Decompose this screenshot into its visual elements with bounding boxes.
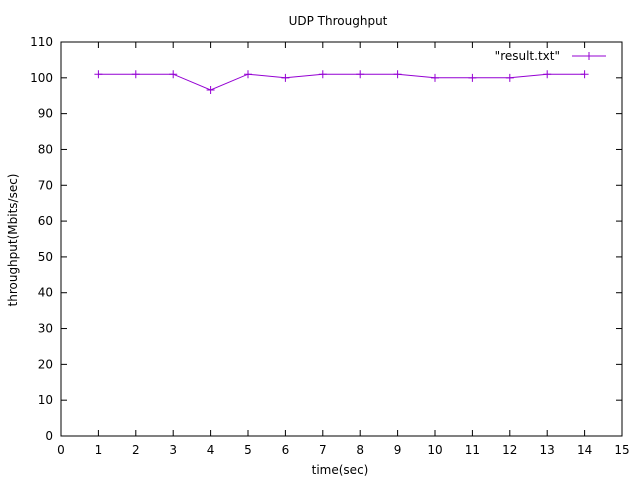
data-point — [94, 70, 103, 79]
x-tick-label: 4 — [207, 443, 215, 457]
x-axis-label: time(sec) — [312, 463, 369, 477]
y-tick-label: 60 — [38, 214, 53, 228]
data-point — [206, 85, 215, 94]
data-point — [169, 70, 178, 79]
data-point — [131, 70, 140, 79]
data-point — [393, 70, 402, 79]
data-point — [505, 73, 514, 82]
y-axis-label: throughput(Mbits/sec) — [6, 174, 20, 307]
x-tick-label: 5 — [244, 443, 252, 457]
series-line — [98, 73, 585, 91]
y-tick-label: 30 — [38, 322, 53, 336]
x-tick-label: 0 — [57, 443, 65, 457]
data-point — [244, 70, 252, 79]
x-tick-label: 12 — [502, 443, 517, 457]
data-point — [281, 73, 290, 82]
axes: 0 1 2 3 4 5 6 7 8 9 10 11 12 13 14 15010203040506070809… — [30, 35, 630, 457]
x-tick-label: 6 — [282, 443, 290, 457]
y-tick-label: 20 — [38, 357, 53, 371]
y-tick-label: 110 — [30, 35, 53, 49]
y-tick-label: 10 — [38, 393, 53, 407]
y-tick-label: 40 — [38, 286, 53, 300]
y-tick-label: 50 — [38, 250, 53, 264]
data-point — [468, 73, 477, 82]
data-point — [543, 70, 552, 79]
x-tick-label: 11 — [465, 443, 480, 457]
x-tick-label: 15 — [614, 443, 629, 457]
x-tick-label: 7 — [319, 443, 327, 457]
data-point — [580, 70, 589, 79]
y-tick-label: 90 — [38, 107, 53, 121]
x-tick-label: 3 — [169, 443, 177, 457]
legend: "result.txt" — [495, 49, 606, 63]
chart-title: UDP Throughput — [289, 14, 388, 28]
y-tick-label: 80 — [38, 142, 53, 156]
x-tick-label: 2 — [132, 443, 140, 457]
y-tick-label: 100 — [30, 71, 53, 85]
plot-frame — [60, 41, 623, 437]
x-tick-label: 9 — [394, 443, 402, 457]
data-point — [318, 70, 327, 79]
x-tick-label: 13 — [540, 443, 555, 457]
legend-label: "result.txt" — [495, 49, 560, 63]
x-tick-label: 8 — [356, 443, 364, 457]
legend-marker — [585, 52, 593, 60]
x-tick-label: 1 — [95, 443, 103, 457]
x-tick-label: 14 — [577, 443, 592, 457]
x-tick-label: 10 — [427, 443, 442, 457]
data-point — [356, 70, 365, 79]
y-tick-label: 70 — [38, 178, 53, 192]
data-point — [431, 73, 439, 82]
series-layer — [94, 70, 589, 94]
y-tick-label: 0 — [45, 429, 53, 443]
